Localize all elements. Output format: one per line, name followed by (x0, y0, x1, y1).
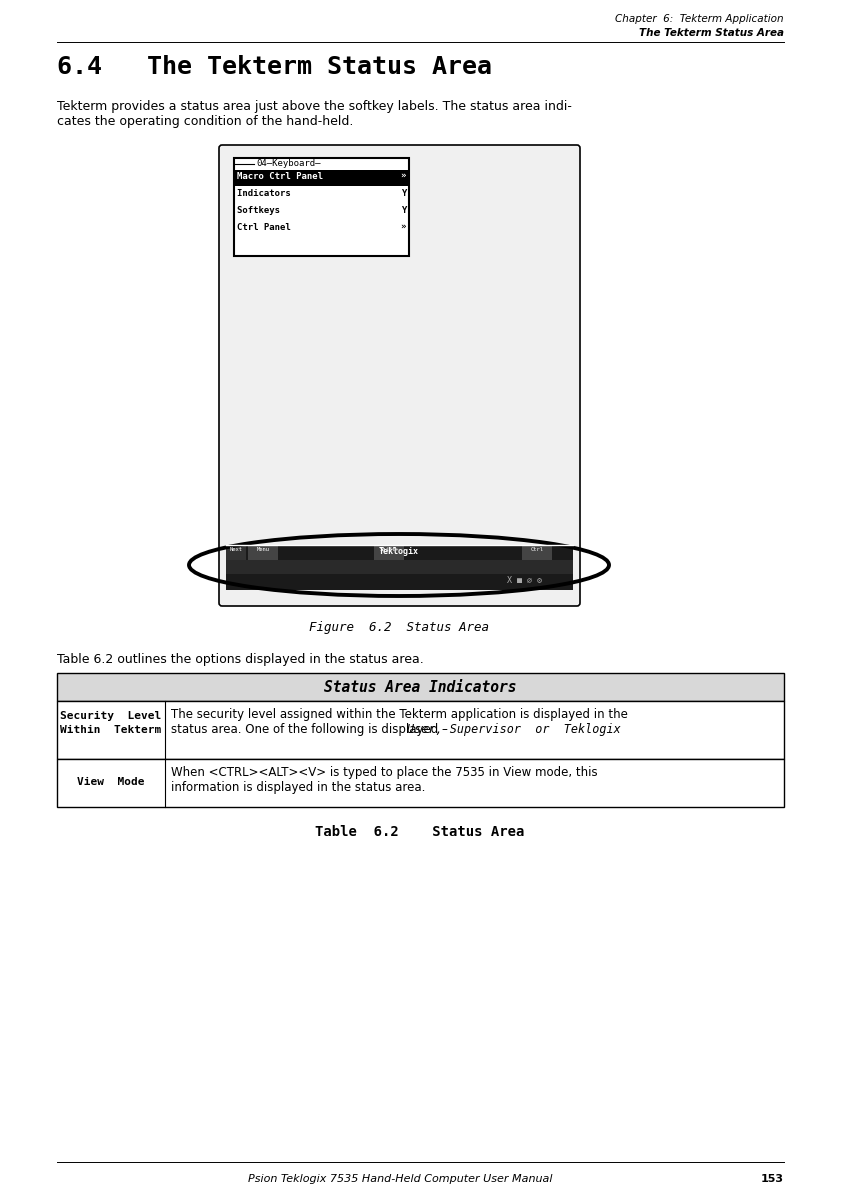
Bar (57, 759, 784, 807)
Text: Y: Y (400, 189, 406, 198)
Text: Y: Y (400, 206, 406, 215)
Text: Status Area Indicators: Status Area Indicators (324, 680, 516, 695)
Text: The security level assigned within the Tekterm application is displayed in the: The security level assigned within the T… (171, 707, 628, 721)
Text: 6.4   The Tekterm Status Area: 6.4 The Tekterm Status Area (57, 55, 492, 79)
Text: Table  6.2    Status Area: Table 6.2 Status Area (315, 825, 525, 839)
FancyBboxPatch shape (219, 145, 580, 606)
Text: »: » (400, 223, 406, 232)
Text: Next: Next (230, 547, 242, 552)
Text: Shift+: Shift+ (379, 547, 399, 552)
Text: User, Supervisor  or  Teklogix: User, Supervisor or Teklogix (407, 723, 621, 736)
Text: information is displayed in the status area.: information is displayed in the status a… (171, 780, 426, 794)
Text: Macro Ctrl Panel: Macro Ctrl Panel (237, 172, 323, 181)
Text: cates the operating condition of the hand-held.: cates the operating condition of the han… (57, 115, 353, 128)
Bar (226, 560, 573, 575)
Text: Chapter  6:  Tekterm Application: Chapter 6: Tekterm Application (616, 14, 784, 24)
Bar (374, 545, 404, 560)
Text: Table 6.2 outlines the options displayed in the status area.: Table 6.2 outlines the options displayed… (57, 654, 424, 666)
Text: »: » (400, 172, 406, 181)
Text: Softkeys: Softkeys (237, 206, 323, 215)
Text: Tekterm provides a status area just above the softkey labels. The status area in: Tekterm provides a status area just abov… (57, 101, 572, 113)
Text: Teklogix: Teklogix (379, 547, 419, 555)
Bar (248, 545, 278, 560)
Text: When <CTRL><ALT><V> is typed to place the 7535 in View mode, this: When <CTRL><ALT><V> is typed to place th… (171, 766, 598, 779)
Text: X ■ ∅ ⚙: X ■ ∅ ⚙ (507, 576, 542, 585)
Text: Ctrl Panel: Ctrl Panel (237, 223, 323, 232)
Bar (522, 545, 552, 560)
Text: Indicators: Indicators (237, 189, 323, 198)
Text: Security  Level: Security Level (61, 711, 161, 721)
Bar (226, 545, 573, 560)
Text: status area. One of the following is displayed –: status area. One of the following is dis… (171, 723, 452, 736)
Bar (57, 701, 784, 759)
Bar (226, 545, 246, 560)
Text: Menu: Menu (257, 547, 269, 552)
Text: View  Mode: View Mode (77, 777, 145, 786)
Bar (234, 158, 409, 256)
Text: 153: 153 (761, 1174, 784, 1184)
Text: 04–Keyboard—: 04–Keyboard— (256, 159, 320, 168)
Text: The Tekterm Status Area: The Tekterm Status Area (639, 28, 784, 38)
Bar (235, 170, 408, 186)
Text: Ctrl: Ctrl (531, 547, 543, 552)
Bar (226, 575, 573, 590)
Text: Figure  6.2  Status Area: Figure 6.2 Status Area (309, 621, 489, 634)
Bar (57, 673, 784, 701)
Text: Within  Tekterm: Within Tekterm (61, 725, 161, 735)
Text: Psion Teklogix 7535 Hand-Held Computer User Manual: Psion Teklogix 7535 Hand-Held Computer U… (248, 1174, 553, 1184)
